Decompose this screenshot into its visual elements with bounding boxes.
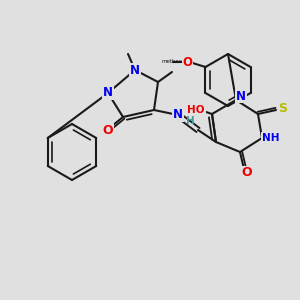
- Text: O: O: [103, 124, 113, 136]
- Text: N: N: [236, 89, 246, 103]
- Text: S: S: [278, 101, 287, 115]
- Text: O: O: [242, 167, 252, 179]
- Text: NH: NH: [262, 133, 280, 143]
- Text: methoxy: methoxy: [161, 59, 186, 64]
- Text: O: O: [182, 56, 193, 68]
- Text: HO: HO: [187, 105, 205, 115]
- Text: H: H: [186, 116, 194, 126]
- Text: N: N: [103, 86, 113, 100]
- Text: N: N: [130, 64, 140, 76]
- Text: N: N: [173, 109, 183, 122]
